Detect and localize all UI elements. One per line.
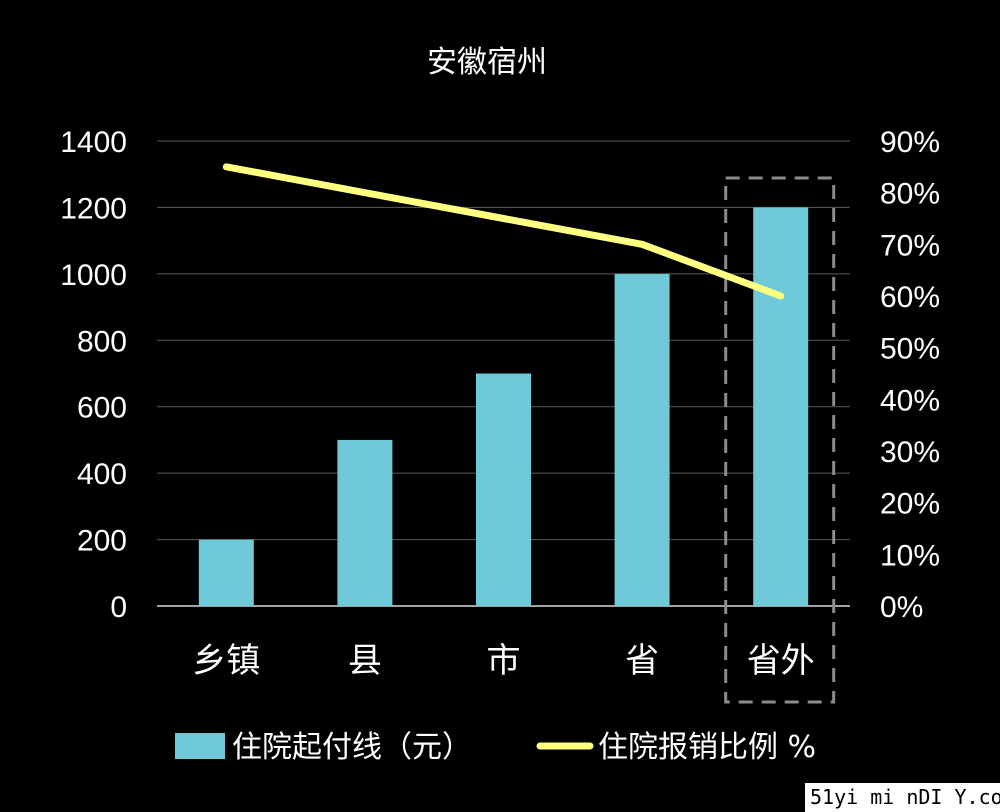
highlight-box-group [724,176,836,704]
y-right-tick-label: 50% [880,333,940,366]
bar [198,539,254,606]
x-tick-label: 省 [625,641,659,681]
x-axis-labels: 乡镇 县 市 省 省外 [192,641,814,681]
bar [476,373,531,606]
legend-bar-swatch [175,733,225,759]
y-right-tick-label: 10% [880,539,940,572]
watermark-background [805,783,1000,812]
x-tick-label: 市 [487,641,521,681]
y-left-tick-label: 1200 [60,192,127,225]
y-left-tick-label: 1000 [60,259,127,292]
bar [753,207,809,606]
y-axis-left-labels: 0 200 400 600 800 1000 1200 1400 [60,126,127,624]
x-tick-label: 县 [348,641,382,681]
legend-line-label: 住院报销比例 % [598,730,816,765]
chart-title: 安徽宿州 [427,45,547,80]
bar [614,273,670,606]
line-series [222,163,785,300]
y-left-tick-label: 0 [110,591,127,624]
y-right-tick-label: 70% [880,229,940,262]
highlight-box [724,176,836,704]
y-right-tick-label: 0% [880,591,923,624]
y-left-tick-label: 1400 [60,126,127,159]
bar-series [198,207,809,606]
watermark: 51yi mi nDI Y.com [810,785,1000,809]
y-left-tick-label: 200 [77,525,127,558]
ratio-line [222,163,785,300]
legend-bar-label: 住院起付线（元） [232,730,472,765]
y-right-tick-label: 80% [880,178,940,211]
y-left-tick-label: 800 [77,325,127,358]
y-right-tick-label: 60% [880,281,940,314]
bar [337,439,393,606]
legend: 住院起付线（元） 住院报销比例 % [175,730,816,765]
y-right-tick-label: 40% [880,384,940,417]
y-left-tick-label: 600 [77,392,127,425]
y-right-tick-label: 30% [880,436,940,469]
y-left-tick-label: 400 [77,458,127,491]
x-tick-label: 乡镇 [192,641,260,681]
y-right-tick-label: 20% [880,488,940,521]
x-tick-label: 省外 [747,641,815,681]
y-axis-right-labels: 0% 10% 20% 30% 40% 50% 60% 70% 80% 90% [880,126,940,624]
y-right-tick-label: 90% [880,126,940,159]
